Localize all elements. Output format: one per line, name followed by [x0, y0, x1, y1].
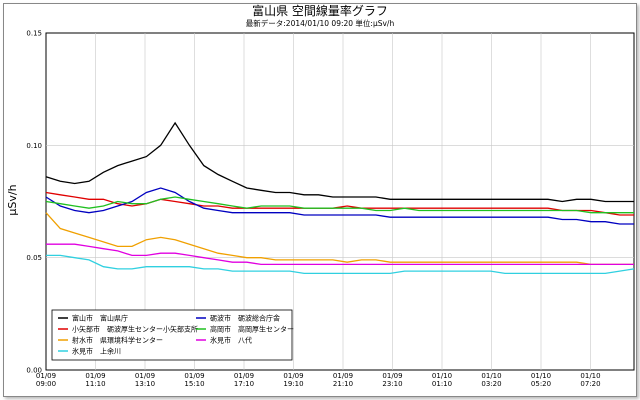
x-tick-label: 01/09 23:10 [382, 372, 402, 388]
series-line-0 [45, 121, 634, 203]
y-tick-label: 0.00 [26, 367, 42, 375]
legend-label-4: 砺波市 砺波総合庁舎 [210, 314, 280, 323]
x-tick-label: 01/09 13:10 [135, 372, 155, 388]
y-tick-labels: 0.00 0.05 0.10 0.15 [26, 30, 42, 375]
x-tick-label: 01/10 05:20 [531, 372, 551, 388]
y-tick-label: 0.15 [26, 30, 42, 38]
y-tick-label: 0.10 [26, 142, 42, 150]
series-line-2 [45, 212, 634, 266]
x-tick-labels: 01/09 09:00 01/09 11:10 01/09 13:10 01/09 15:10… [36, 372, 601, 388]
series-line-3 [46, 254, 635, 275]
x-tick-label: 01/09 17:10 [234, 372, 254, 388]
legend-label-6: 氷見市 八代 [210, 336, 252, 345]
legend-label-2: 射水市 県環境科学センター [72, 336, 163, 345]
series-line-5 [45, 196, 634, 214]
legend-label-5: 高岡市 高岡厚生センター [210, 325, 294, 334]
y-tick-label: 0.05 [26, 254, 42, 262]
legend-label-1: 小矢部市 砺波厚生センター小矢部支所 [72, 325, 198, 334]
legend-label-0: 富山市 富山県庁 [72, 314, 128, 323]
chart-title: 富山県 空間線量率グラフ [252, 3, 388, 18]
series-line-4 [45, 187, 634, 225]
grid-lines [46, 33, 634, 370]
x-tick-label: 01/09 19:10 [283, 372, 303, 388]
y-axis-label: μSv/h [6, 184, 19, 215]
legend-box [51, 309, 293, 361]
x-tick-label: 01/09 15:10 [184, 372, 204, 388]
x-tick-label: 01/10 03:20 [481, 372, 501, 388]
x-tick-label: 01/09 21:10 [333, 372, 353, 388]
series-lines [45, 121, 635, 275]
x-tick-label: 01/09 09:00 [36, 372, 56, 388]
series-line-6 [46, 243, 634, 266]
x-tick-label: 01/10 01:10 [432, 372, 452, 388]
x-tick-label: 01/10 07:20 [580, 372, 600, 388]
legend-label-3: 氷見市 上余川 [72, 347, 121, 356]
chart-subtitle: 最新データ:2014/01/10 09:20 単位:μSv/h [246, 18, 395, 28]
x-tick-label: 01/09 11:10 [85, 372, 105, 388]
